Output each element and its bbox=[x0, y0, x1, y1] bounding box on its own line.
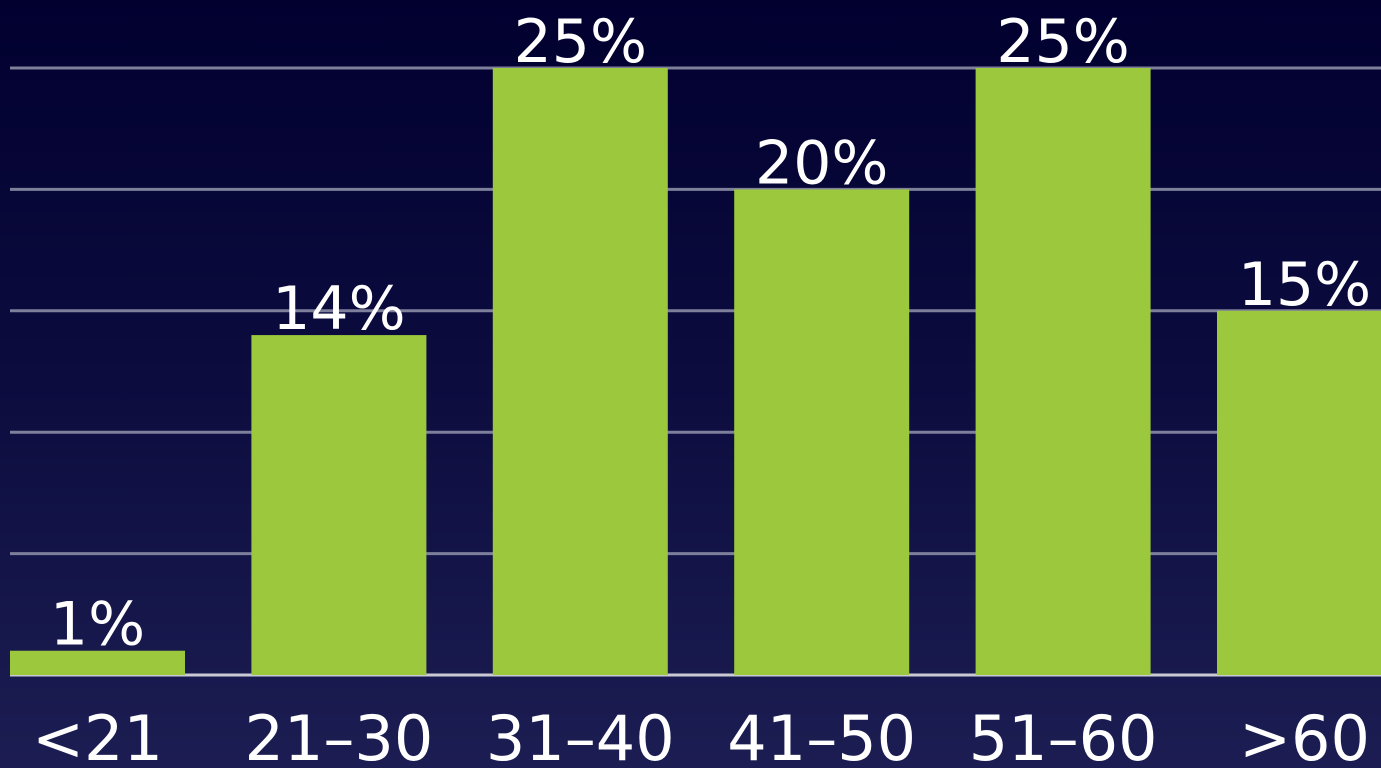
x-tick-label: 41–50 bbox=[727, 702, 916, 768]
bar bbox=[492, 68, 668, 675]
x-tick-label: 31–40 bbox=[486, 702, 675, 768]
bar bbox=[734, 189, 910, 675]
data-label: 25% bbox=[996, 7, 1129, 77]
bar bbox=[10, 650, 185, 675]
data-label: 15% bbox=[1238, 250, 1371, 320]
gridlines bbox=[10, 66, 1381, 677]
value-labels: 1% 14% 25% 20% 25% 15% bbox=[50, 7, 1371, 660]
data-label: 1% bbox=[50, 590, 145, 660]
bars bbox=[10, 68, 1381, 675]
x-tick-label: >60 bbox=[1239, 702, 1370, 768]
x-tick-label: 21–30 bbox=[245, 702, 434, 768]
data-label: 25% bbox=[514, 7, 647, 77]
bar bbox=[1217, 310, 1381, 675]
bar bbox=[975, 68, 1151, 675]
x-axis-tick-labels: <21 21–30 31–40 41–50 51–60 >60 bbox=[32, 702, 1370, 768]
bar bbox=[251, 335, 427, 675]
data-label: 20% bbox=[755, 128, 888, 198]
x-tick-label: 51–60 bbox=[969, 702, 1158, 768]
data-label: 14% bbox=[272, 274, 405, 344]
x-tick-label: <21 bbox=[32, 702, 163, 768]
